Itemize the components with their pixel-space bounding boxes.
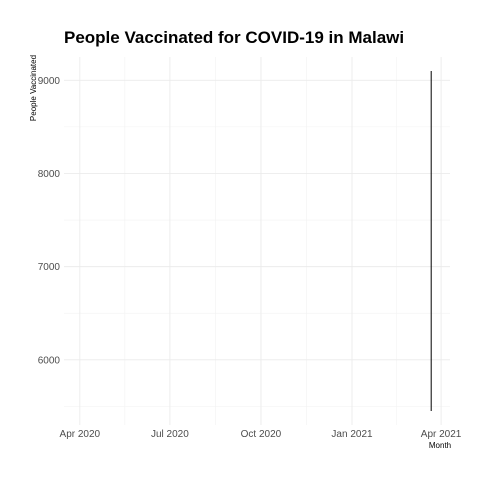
y-tick-label: 9000 [38, 76, 61, 87]
major-gridlines [64, 57, 450, 425]
minor-gridlines [64, 57, 450, 425]
chart-title: People Vaccinated for COVID-19 in Malawi [64, 28, 404, 47]
x-tick-label: Apr 2020 [60, 429, 101, 440]
y-axis-tick-labels: 6000 7000 8000 9000 [38, 76, 61, 366]
y-axis-title: People Vaccinated [29, 55, 38, 121]
y-tick-label: 8000 [38, 169, 61, 180]
x-tick-label: Apr 2021 [421, 429, 462, 440]
x-axis-title: Month [429, 441, 451, 450]
x-tick-label: Oct 2020 [241, 429, 282, 440]
x-axis-tick-labels: Apr 2020 Jul 2020 Oct 2020 Jan 2021 Apr 2021 [60, 429, 462, 440]
x-tick-label: Jul 2020 [151, 429, 189, 440]
y-tick-label: 6000 [38, 355, 61, 366]
y-tick-label: 7000 [38, 262, 61, 273]
x-tick-label: Jan 2021 [331, 429, 373, 440]
